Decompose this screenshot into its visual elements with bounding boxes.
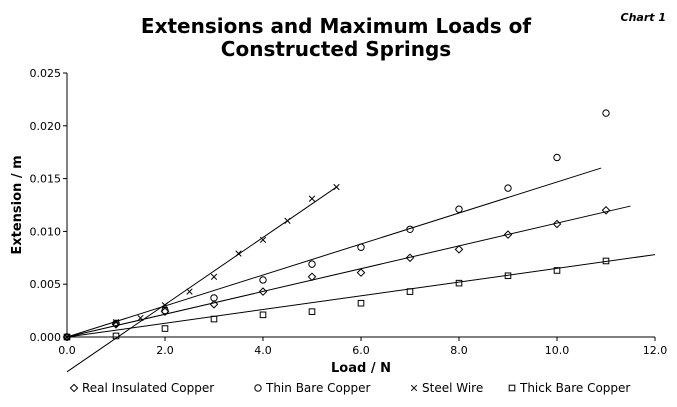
legend-marker-steel-wire xyxy=(410,384,418,392)
point-thin-bare-copper xyxy=(602,109,610,117)
x-tick-label: 8.0 xyxy=(450,344,468,357)
legend-marker-real-insulated-copper xyxy=(69,383,79,393)
point-thin-bare-copper xyxy=(210,294,218,302)
y-tick-label: 0.005 xyxy=(30,278,62,291)
legend: Real Insulated Copper Thin Bare Copper Ste… xyxy=(69,381,630,395)
legend-label-real-insulated-copper: Real Insulated Copper xyxy=(82,381,214,395)
point-steel-wire xyxy=(284,217,291,224)
point-thin-bare-copper xyxy=(259,276,267,284)
chart-title-line-1: Extensions and Maximum Loads of xyxy=(141,14,531,38)
trendline-thin-bare-copper xyxy=(66,167,602,338)
point-thick-bare-copper xyxy=(112,332,120,340)
point-steel-wire xyxy=(161,302,169,309)
point-thick-bare-copper xyxy=(357,299,365,307)
point-thin-bare-copper xyxy=(455,205,463,213)
plot-area: 0.0 2.0 4.0 6.0 8.0 10.0 12.0 0.000 0.005 0.010 0.… xyxy=(30,67,668,373)
legend-label-steel-wire: Steel Wire xyxy=(422,381,483,395)
trendline-steel-wire xyxy=(66,186,337,373)
legend-marker-thin-bare-copper xyxy=(254,384,262,392)
x-tick-label: 2.0 xyxy=(156,344,174,357)
x-tick-label: 4.0 xyxy=(254,344,272,357)
point-thick-bare-copper xyxy=(553,267,561,274)
chart-number-label: Chart 1 xyxy=(621,11,667,24)
point-thick-bare-copper xyxy=(455,279,463,287)
point-steel-wire xyxy=(186,288,193,295)
point-thick-bare-copper xyxy=(308,308,316,315)
point-thick-bare-copper xyxy=(406,288,414,295)
x-tick-label: 12.0 xyxy=(643,344,668,357)
point-thin-bare-copper xyxy=(553,153,561,162)
point-real-insulated-copper xyxy=(503,230,513,239)
point-real-insulated-copper xyxy=(454,245,464,254)
legend-item-thin-bare-copper: Thin Bare Copper xyxy=(254,381,370,395)
point-real-insulated-copper xyxy=(552,219,562,229)
point-steel-wire xyxy=(333,183,340,191)
legend-item-real-insulated-copper: Real Insulated Copper xyxy=(69,381,214,395)
legend-item-steel-wire: Steel Wire xyxy=(410,381,483,395)
point-real-insulated-copper xyxy=(405,253,415,263)
point-thin-bare-copper xyxy=(504,184,512,192)
x-tick-label: 10.0 xyxy=(545,344,570,357)
point-steel-wire xyxy=(235,250,242,257)
legend-item-thick-bare-copper: Thick Bare Copper xyxy=(508,381,630,395)
x-tick-label: 0.0 xyxy=(58,344,76,357)
point-thick-bare-copper xyxy=(259,311,267,319)
point-thin-bare-copper xyxy=(308,260,316,268)
point-steel-wire xyxy=(308,195,316,202)
point-steel-wire xyxy=(210,273,218,280)
y-tick-label: 0.025 xyxy=(30,67,62,80)
point-thin-bare-copper xyxy=(406,225,414,233)
data-markers xyxy=(62,109,611,342)
point-real-insulated-copper xyxy=(307,272,317,282)
x-axis-title: Load / N xyxy=(331,361,391,376)
trendline-thick-bare-copper xyxy=(66,254,656,338)
point-real-insulated-copper xyxy=(111,320,121,329)
y-tick-label: 0.010 xyxy=(30,225,62,238)
y-axis-title: Extension / m xyxy=(10,155,25,254)
trendline-real-insulated-copper xyxy=(66,205,631,338)
point-steel-wire xyxy=(112,319,120,326)
y-tick-label: 0.000 xyxy=(30,331,62,344)
point-thick-bare-copper xyxy=(210,315,218,323)
point-thick-bare-copper xyxy=(161,325,169,332)
y-tick-label: 0.020 xyxy=(30,120,62,133)
trendlines xyxy=(66,167,656,373)
legend-label-thick-bare-copper: Thick Bare Copper xyxy=(519,381,630,395)
point-thin-bare-copper xyxy=(357,243,365,251)
chart-title-line-2: Constructed Springs xyxy=(221,37,451,61)
legend-label-thin-bare-copper: Thin Bare Copper xyxy=(265,381,370,395)
x-tick-label: 6.0 xyxy=(352,344,370,357)
point-real-insulated-copper xyxy=(160,307,170,316)
axis-ticks: 0.0 2.0 4.0 6.0 8.0 10.0 12.0 0.000 0.005 0.010 0.… xyxy=(30,67,668,357)
point-real-insulated-copper xyxy=(258,287,268,296)
point-steel-wire xyxy=(63,333,71,341)
point-thin-bare-copper xyxy=(112,319,120,327)
point-thick-bare-copper xyxy=(63,333,71,341)
point-real-insulated-copper xyxy=(209,299,219,309)
point-real-insulated-copper xyxy=(356,268,366,277)
point-steel-wire xyxy=(259,236,267,244)
y-tick-label: 0.015 xyxy=(30,173,62,186)
point-thin-bare-copper xyxy=(161,306,169,315)
point-thick-bare-copper xyxy=(602,257,610,265)
legend-marker-thick-bare-copper xyxy=(508,384,516,392)
point-steel-wire xyxy=(137,314,144,322)
point-thick-bare-copper xyxy=(504,272,512,280)
point-real-insulated-copper xyxy=(601,205,611,215)
